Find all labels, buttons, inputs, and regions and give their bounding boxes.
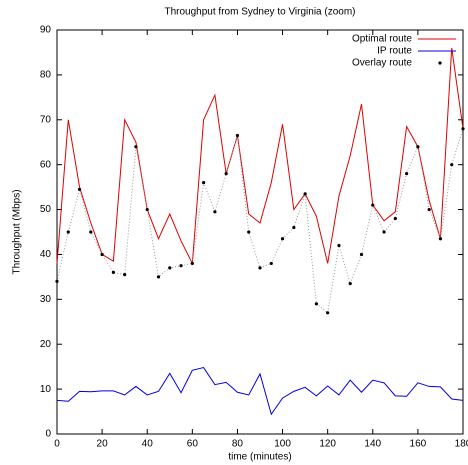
data-point	[280, 237, 285, 241]
plot-frame	[56, 29, 464, 435]
data-point	[371, 203, 375, 207]
data-point	[427, 207, 431, 212]
x-tick-label: 60	[187, 439, 199, 450]
y-tick-label: 70	[40, 114, 52, 125]
y-tick-label: 40	[40, 249, 52, 260]
data-point	[168, 266, 172, 270]
x-tick-label: 20	[97, 439, 109, 450]
data-point	[303, 192, 307, 196]
data-point	[314, 302, 318, 306]
data-point	[416, 145, 420, 149]
y-axis-label: Throughput (Mbps)	[12, 189, 23, 274]
data-point	[269, 261, 273, 266]
data-point	[66, 230, 70, 234]
data-point	[247, 230, 251, 234]
data-point	[405, 172, 409, 176]
x-tick-label: 80	[232, 439, 244, 450]
data-point	[224, 172, 228, 176]
legend-marker	[438, 61, 442, 65]
data-point	[213, 210, 217, 214]
series-line	[56, 366, 464, 416]
data-point	[382, 230, 386, 234]
y-tick-label: 50	[40, 204, 52, 215]
data-point	[202, 181, 206, 185]
data-point	[438, 237, 443, 241]
data-point	[179, 264, 183, 268]
data-point	[89, 230, 93, 234]
x-tick-label: 180	[455, 439, 468, 450]
x-tick-label: 0	[54, 439, 60, 450]
data-point	[111, 270, 115, 274]
x-tick-label: 160	[410, 439, 427, 450]
data-point	[235, 133, 240, 138]
data-point	[450, 163, 454, 167]
series-line	[56, 128, 464, 314]
data-point	[337, 243, 341, 248]
y-tick-label: 80	[40, 70, 52, 81]
data-point	[100, 252, 104, 257]
y-tick-label: 60	[40, 159, 52, 170]
legend-label: IP route	[377, 46, 412, 57]
x-tick-label: 120	[319, 439, 336, 450]
x-tick-label: 100	[274, 439, 291, 450]
data-point	[145, 207, 149, 212]
data-point	[77, 187, 82, 191]
data-point	[393, 216, 397, 221]
y-tick-label: 90	[40, 25, 52, 36]
data-point	[190, 261, 194, 266]
legend-label: Optimal route	[352, 34, 412, 45]
data-point	[156, 275, 161, 279]
data-point	[348, 282, 352, 286]
x-tick-label: 40	[142, 439, 154, 450]
data-point	[292, 225, 296, 230]
data-point	[123, 273, 127, 277]
data-point	[461, 127, 465, 131]
data-point	[326, 311, 330, 315]
series-line	[56, 47, 464, 266]
chart-title: Throughput from Sydney to Virginia (zoom…	[164, 7, 355, 18]
x-tick-label: 140	[364, 439, 381, 450]
data-point	[359, 252, 364, 257]
y-tick-label: 0	[45, 429, 51, 440]
legend-label: Overlay route	[352, 58, 412, 69]
data-point	[258, 266, 262, 270]
data-point	[55, 279, 59, 283]
y-tick-label: 20	[40, 339, 52, 350]
data-point	[134, 145, 138, 149]
y-tick-label: 10	[40, 384, 52, 395]
x-axis-label: time (minutes)	[228, 452, 291, 463]
y-tick-label: 30	[40, 294, 52, 305]
